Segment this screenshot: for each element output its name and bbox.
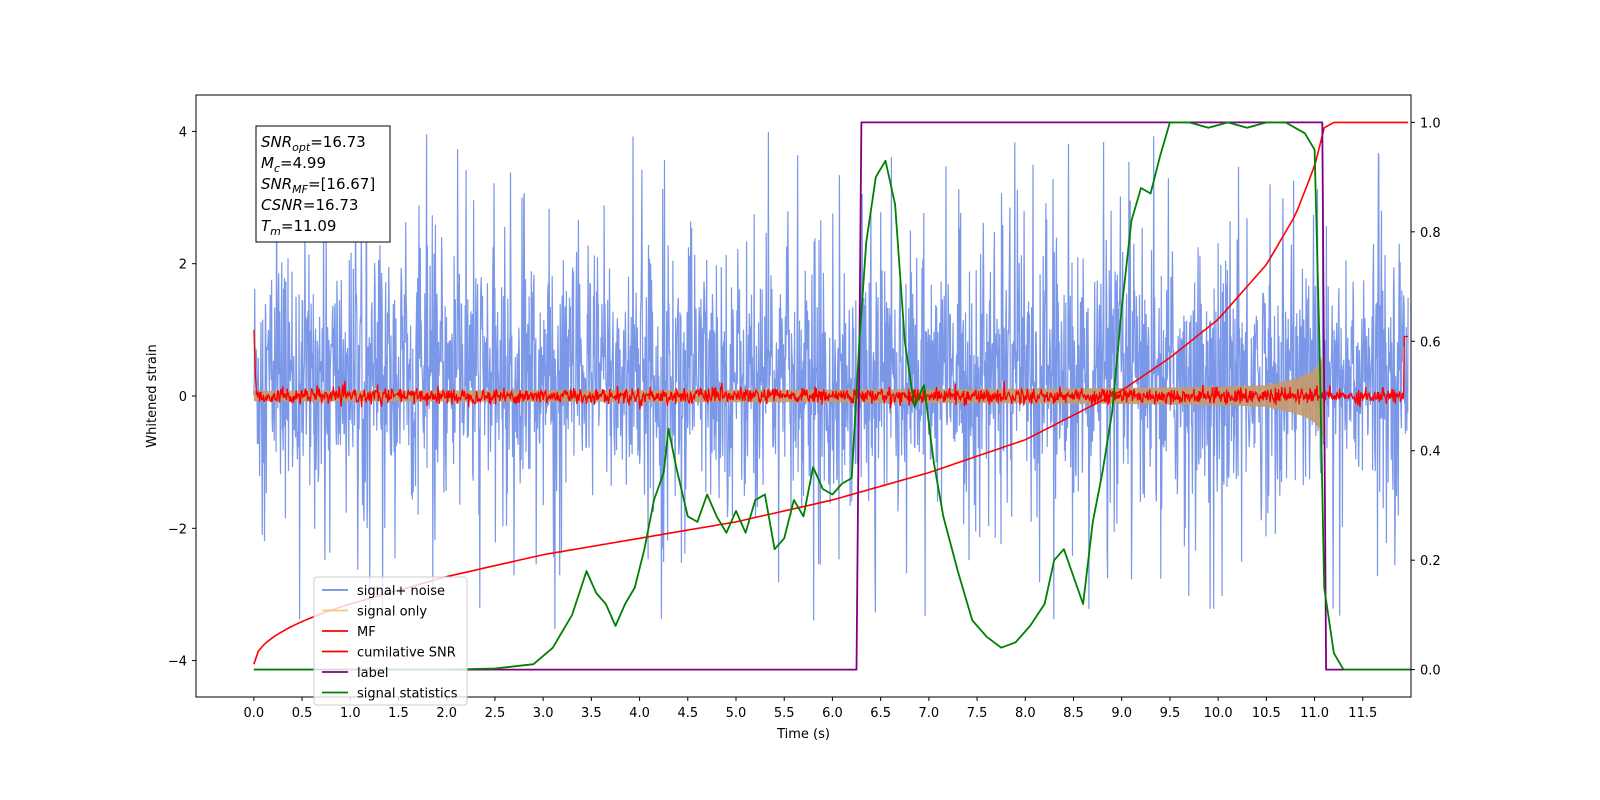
x-tick-label: 0.5 bbox=[292, 706, 313, 721]
y-tick-label: −4 bbox=[168, 655, 187, 670]
x-tick-label: 7.0 bbox=[919, 706, 940, 721]
x-tick-label: 0.0 bbox=[244, 706, 265, 721]
series-signal-statistics bbox=[253, 121, 1411, 671]
x-tick-label: 11.0 bbox=[1300, 706, 1329, 721]
annotation-line: SNRMF=[16.67] bbox=[261, 175, 375, 196]
annotation-line: Tm=11.09 bbox=[261, 217, 336, 238]
y-tick-label: −2 bbox=[168, 522, 187, 537]
x-tick-label: 9.5 bbox=[1160, 706, 1181, 721]
y-axis-label: Whitened strain bbox=[145, 344, 160, 447]
x-tick-label: 3.5 bbox=[581, 706, 602, 721]
legend-entry: signal only bbox=[357, 605, 427, 620]
y-tick-label: 4 bbox=[179, 125, 187, 140]
annotation-line: Mc=4.99 bbox=[261, 154, 326, 175]
x-tick-label: 5.5 bbox=[774, 706, 795, 721]
legend: signal+ noise signal only MF cumilative SNR… bbox=[313, 576, 468, 706]
legend-entry: MF bbox=[357, 625, 376, 640]
x-tick-label: 11.5 bbox=[1348, 706, 1377, 721]
legend-frame bbox=[313, 576, 468, 706]
x-tick-label: 7.5 bbox=[967, 706, 988, 721]
series-mf bbox=[253, 329, 1409, 410]
y-tick-label: 0 bbox=[179, 390, 187, 405]
x-tick-label: 8.0 bbox=[1015, 706, 1036, 721]
x-tick-label: 4.0 bbox=[629, 706, 650, 721]
legend-entry: cumilative SNR bbox=[357, 646, 456, 661]
stats-annotation-box: SNRopt=16.73Mc=4.99SNRMF=[16.67]CSNR=16.… bbox=[255, 125, 391, 243]
x-tick-label: 2.5 bbox=[485, 706, 506, 721]
y2-tick-label: 0.0 bbox=[1420, 664, 1441, 679]
annotation-line: CSNR=16.73 bbox=[261, 196, 358, 214]
y2-axis-ticks: 0.0 0.2 0.4 0.6 0.8 1.0 bbox=[1411, 116, 1441, 679]
y2-tick-label: 1.0 bbox=[1420, 116, 1441, 131]
annotation-line: SNRopt=16.73 bbox=[261, 133, 366, 154]
y2-tick-label: 0.2 bbox=[1420, 554, 1441, 569]
x-tick-label: 10.5 bbox=[1252, 706, 1281, 721]
x-tick-label: 9.0 bbox=[1111, 706, 1132, 721]
y-axis-ticks: −4 −2 0 2 4 bbox=[168, 125, 196, 670]
legend-entry: label bbox=[357, 666, 388, 681]
x-tick-label: 1.0 bbox=[340, 706, 361, 721]
y2-tick-label: 0.4 bbox=[1420, 445, 1441, 460]
x-tick-label: 1.5 bbox=[388, 706, 409, 721]
x-tick-label: 3.0 bbox=[533, 706, 554, 721]
y-tick-label: 2 bbox=[179, 258, 187, 273]
x-tick-label: 4.5 bbox=[677, 706, 698, 721]
y2-tick-label: 0.8 bbox=[1420, 226, 1441, 241]
x-axis-label: Time (s) bbox=[776, 727, 830, 742]
x-tick-label: 10.0 bbox=[1204, 706, 1233, 721]
x-tick-label: 2.0 bbox=[436, 706, 457, 721]
x-tick-label: 5.0 bbox=[726, 706, 747, 721]
series-signal-noise bbox=[253, 131, 1409, 629]
x-tick-label: 6.0 bbox=[822, 706, 843, 721]
y2-tick-label: 0.6 bbox=[1420, 335, 1441, 350]
x-axis-ticks: 0.0 0.5 1.0 1.5 2.0 2.5 3.0 3.5 4.0 4.5 5.0 5.5 6.0 6… bbox=[244, 697, 1377, 721]
legend-entry: signal statistics bbox=[357, 687, 458, 702]
x-tick-label: 6.5 bbox=[870, 706, 891, 721]
x-tick-label: 8.5 bbox=[1063, 706, 1084, 721]
series-label bbox=[253, 121, 1411, 671]
annotation-frame bbox=[255, 125, 391, 243]
legend-entry: signal+ noise bbox=[357, 584, 445, 599]
